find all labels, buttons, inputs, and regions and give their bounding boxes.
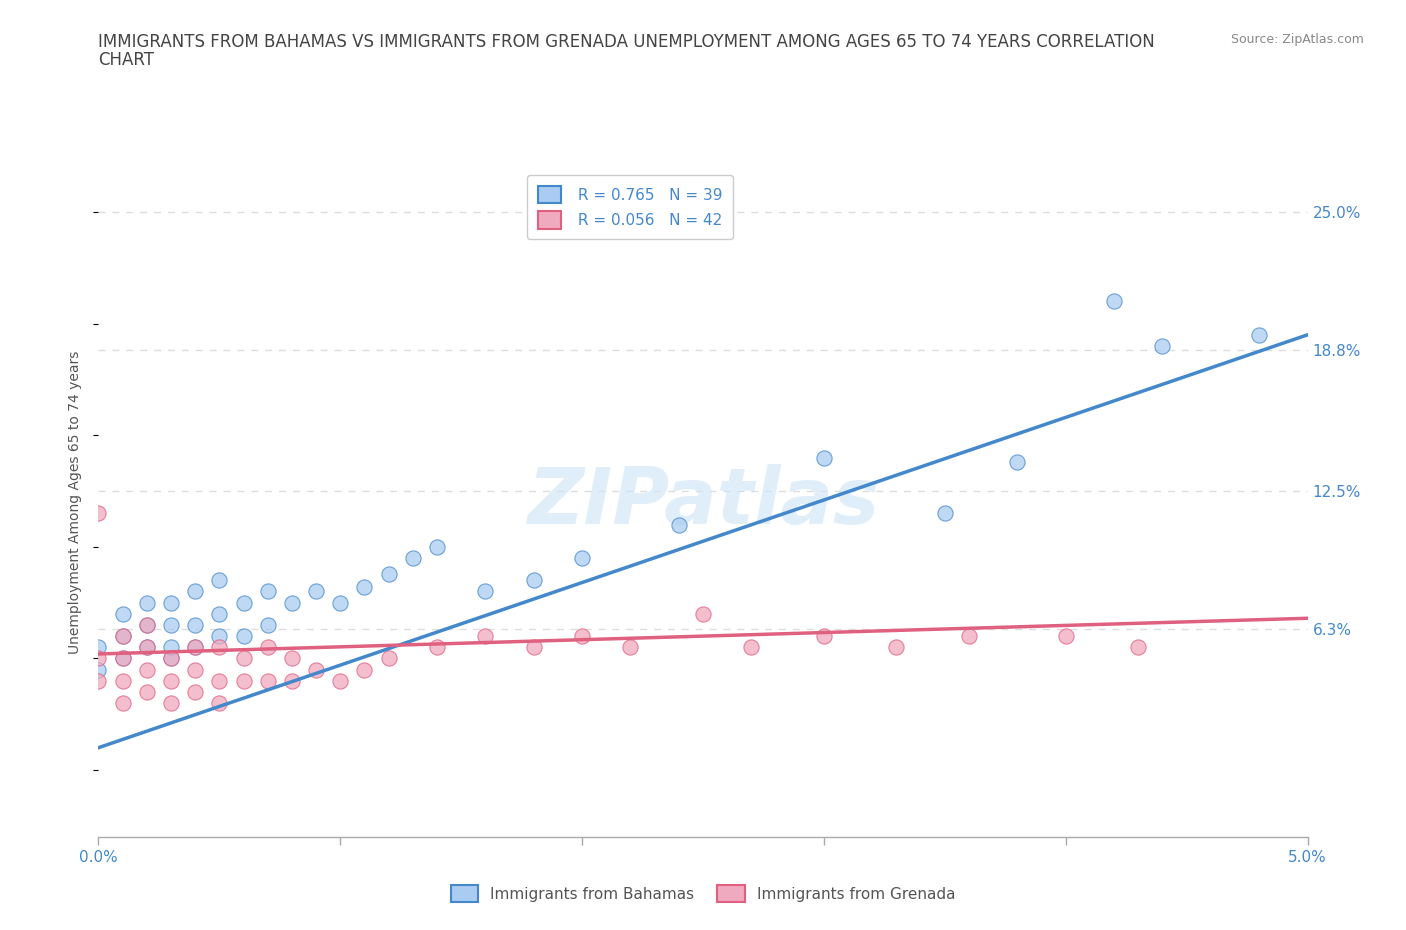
Point bbox=[474, 629, 496, 644]
Point bbox=[111, 606, 134, 621]
Point bbox=[135, 640, 157, 655]
Text: ZIPatlas: ZIPatlas bbox=[527, 464, 879, 540]
Point bbox=[402, 551, 425, 565]
Point bbox=[208, 640, 231, 655]
Point bbox=[1249, 327, 1271, 342]
Point bbox=[1054, 629, 1077, 644]
Text: IMMIGRANTS FROM BAHAMAS VS IMMIGRANTS FROM GRENADA UNEMPLOYMENT AMONG AGES 65 TO: IMMIGRANTS FROM BAHAMAS VS IMMIGRANTS FR… bbox=[98, 33, 1156, 50]
Point bbox=[184, 640, 207, 655]
Point bbox=[160, 640, 183, 655]
Point bbox=[232, 595, 254, 610]
Point bbox=[184, 584, 207, 599]
Point bbox=[571, 551, 593, 565]
Point bbox=[184, 618, 207, 632]
Point bbox=[426, 640, 449, 655]
Point bbox=[305, 584, 328, 599]
Y-axis label: Unemployment Among Ages 65 to 74 years: Unemployment Among Ages 65 to 74 years bbox=[69, 351, 83, 654]
Point bbox=[184, 684, 207, 699]
Point bbox=[957, 629, 980, 644]
Point bbox=[256, 640, 278, 655]
Point bbox=[523, 640, 546, 655]
Point bbox=[111, 629, 134, 644]
Point bbox=[232, 651, 254, 666]
Point bbox=[87, 651, 110, 666]
Point bbox=[813, 629, 835, 644]
Point bbox=[1152, 339, 1174, 353]
Point bbox=[87, 506, 110, 521]
Point bbox=[208, 673, 231, 688]
Point bbox=[111, 651, 134, 666]
Point bbox=[1128, 640, 1150, 655]
Point bbox=[184, 662, 207, 677]
Point bbox=[813, 450, 835, 465]
Point bbox=[377, 651, 399, 666]
Point bbox=[160, 673, 183, 688]
Point bbox=[208, 606, 231, 621]
Point bbox=[135, 662, 157, 677]
Point bbox=[256, 618, 278, 632]
Text: Source: ZipAtlas.com: Source: ZipAtlas.com bbox=[1230, 33, 1364, 46]
Point bbox=[184, 640, 207, 655]
Point bbox=[934, 506, 956, 521]
Point bbox=[160, 651, 183, 666]
Text: CHART: CHART bbox=[98, 51, 155, 69]
Point bbox=[160, 618, 183, 632]
Point bbox=[256, 584, 278, 599]
Point bbox=[160, 651, 183, 666]
Point bbox=[1102, 294, 1125, 309]
Point bbox=[523, 573, 546, 588]
Point bbox=[1007, 455, 1029, 470]
Point bbox=[208, 573, 231, 588]
Point bbox=[353, 579, 375, 594]
Point bbox=[160, 595, 183, 610]
Point bbox=[668, 517, 690, 532]
Point bbox=[135, 595, 157, 610]
Point bbox=[87, 662, 110, 677]
Point bbox=[208, 696, 231, 711]
Point bbox=[135, 684, 157, 699]
Point bbox=[111, 651, 134, 666]
Point bbox=[281, 651, 304, 666]
Point bbox=[740, 640, 762, 655]
Point bbox=[135, 618, 157, 632]
Legend:  R = 0.765   N = 39,  R = 0.056   N = 42: R = 0.765 N = 39, R = 0.056 N = 42 bbox=[527, 175, 734, 239]
Point bbox=[111, 696, 134, 711]
Legend: Immigrants from Bahamas, Immigrants from Grenada: Immigrants from Bahamas, Immigrants from… bbox=[444, 879, 962, 909]
Point bbox=[281, 595, 304, 610]
Point bbox=[135, 640, 157, 655]
Point bbox=[111, 673, 134, 688]
Point bbox=[232, 673, 254, 688]
Point bbox=[111, 629, 134, 644]
Point bbox=[87, 640, 110, 655]
Point bbox=[329, 595, 352, 610]
Point bbox=[232, 629, 254, 644]
Point bbox=[426, 539, 449, 554]
Point bbox=[886, 640, 908, 655]
Point bbox=[160, 696, 183, 711]
Point bbox=[305, 662, 328, 677]
Point bbox=[135, 618, 157, 632]
Point bbox=[87, 673, 110, 688]
Point bbox=[353, 662, 375, 677]
Point bbox=[329, 673, 352, 688]
Point bbox=[571, 629, 593, 644]
Point bbox=[692, 606, 714, 621]
Point bbox=[208, 629, 231, 644]
Point bbox=[377, 566, 399, 581]
Point bbox=[281, 673, 304, 688]
Point bbox=[474, 584, 496, 599]
Point bbox=[619, 640, 641, 655]
Point bbox=[256, 673, 278, 688]
